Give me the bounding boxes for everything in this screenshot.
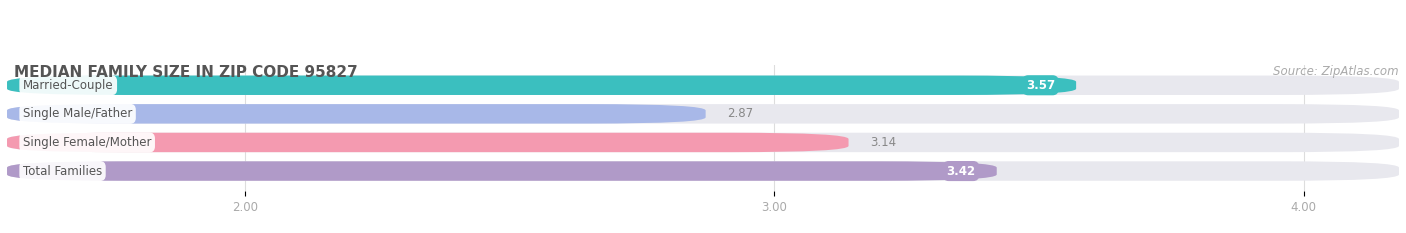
Text: Source: ZipAtlas.com: Source: ZipAtlas.com (1274, 65, 1399, 78)
Text: Total Families: Total Families (22, 164, 103, 178)
Text: 3.14: 3.14 (870, 136, 896, 149)
Text: Single Female/Mother: Single Female/Mother (22, 136, 152, 149)
FancyBboxPatch shape (7, 161, 1399, 181)
FancyBboxPatch shape (7, 133, 1399, 152)
Text: Single Male/Father: Single Male/Father (22, 107, 132, 120)
Text: MEDIAN FAMILY SIZE IN ZIP CODE 95827: MEDIAN FAMILY SIZE IN ZIP CODE 95827 (14, 65, 357, 80)
Text: 3.42: 3.42 (946, 164, 976, 178)
FancyBboxPatch shape (7, 104, 1399, 123)
Text: 3.57: 3.57 (1026, 79, 1054, 92)
Text: Married-Couple: Married-Couple (22, 79, 114, 92)
FancyBboxPatch shape (7, 75, 1076, 95)
FancyBboxPatch shape (7, 133, 849, 152)
FancyBboxPatch shape (7, 104, 706, 123)
Text: 2.87: 2.87 (727, 107, 754, 120)
FancyBboxPatch shape (7, 161, 997, 181)
FancyBboxPatch shape (7, 75, 1399, 95)
